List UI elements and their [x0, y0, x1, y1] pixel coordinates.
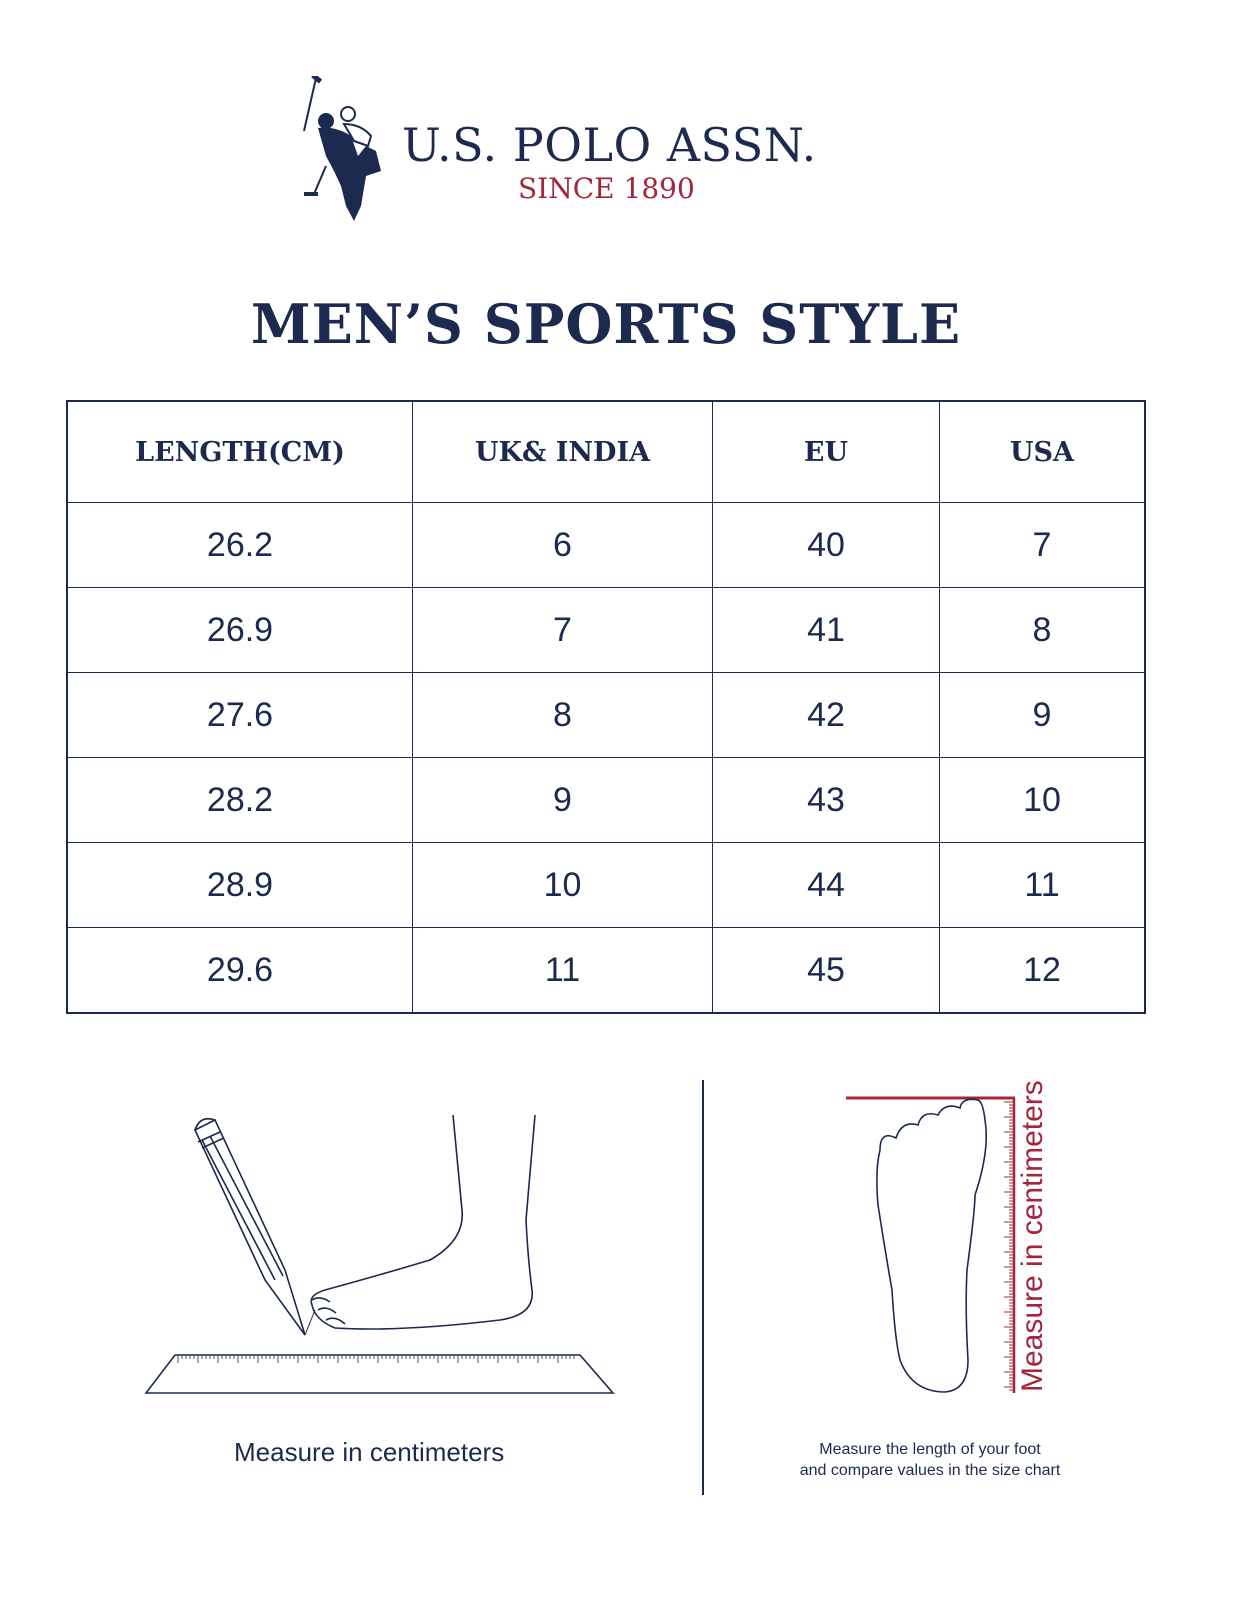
cell-length: 26.2	[66, 502, 413, 588]
page-title: MEN’S SPORTS STYLE	[250, 292, 962, 356]
cell-length: 29.6	[66, 927, 413, 1014]
cell-eu: 40	[712, 502, 940, 588]
table-row: 26.2 6 40 7	[66, 502, 1146, 588]
divider	[702, 1080, 704, 1495]
cell-eu: 41	[712, 587, 940, 673]
cell-length: 26.9	[66, 587, 413, 673]
table-row: 28.2 9 43 10	[66, 757, 1146, 843]
pencil-icon	[193, 1117, 306, 1336]
size-chart-table: LENGTH(CM) UK& INDIA EU USA 26.2 6 40 7 26.…	[66, 400, 1146, 1014]
cell-usa: 8	[939, 587, 1146, 673]
cell-uk-india: 8	[412, 672, 713, 758]
cell-eu: 44	[712, 842, 940, 928]
table-row: 28.9 10 44 11	[66, 842, 1146, 928]
header-uk-india: UK& INDIA	[412, 400, 713, 503]
foot-side-icon	[310, 1114, 536, 1330]
cell-uk-india: 10	[412, 842, 713, 928]
ruler-icon	[144, 1354, 615, 1394]
cell-length: 28.2	[66, 757, 413, 843]
cell-usa: 10	[939, 757, 1146, 843]
right-caption-line2: and compare values in the size chart	[799, 1462, 1061, 1479]
cell-uk-india: 6	[412, 502, 713, 588]
cell-uk-india: 11	[412, 927, 713, 1014]
table-header-row: LENGTH(CM) UK& INDIA EU USA	[66, 400, 1146, 503]
header-eu: EU	[712, 400, 940, 503]
polo-player-icon	[303, 76, 381, 221]
cell-usa: 9	[939, 672, 1146, 758]
table-row: 29.6 11 45 12	[66, 927, 1146, 1014]
header-length: LENGTH(CM)	[66, 400, 413, 503]
cell-eu: 42	[712, 672, 940, 758]
right-caption-line1: Measure the length of your foot	[819, 1441, 1041, 1458]
right-caption: Measure the length of your foot and comp…	[760, 1439, 1100, 1481]
table-row: 27.6 8 42 9	[66, 672, 1146, 758]
cell-uk-india: 7	[412, 587, 713, 673]
cell-usa: 12	[939, 927, 1146, 1014]
foot-measure-illustration	[144, 1114, 615, 1394]
foot-outline-illustration	[846, 1096, 1016, 1393]
header-usa: USA	[939, 400, 1146, 503]
cell-length: 27.6	[66, 672, 413, 758]
brand-name: U.S. POLO ASSN.	[402, 118, 817, 172]
cell-eu: 43	[712, 757, 940, 843]
foot-sole-icon	[876, 1098, 988, 1393]
brand-tagline: SINCE 1890	[518, 172, 695, 205]
vertical-measure-label: Measure in centimeters	[1016, 1080, 1049, 1392]
left-caption: Measure in centimeters	[234, 1437, 505, 1467]
table-row: 26.9 7 41 8	[66, 587, 1146, 673]
cell-eu: 45	[712, 927, 940, 1014]
cell-uk-india: 9	[412, 757, 713, 843]
cell-length: 28.9	[66, 842, 413, 928]
cell-usa: 11	[939, 842, 1146, 928]
cell-usa: 7	[939, 502, 1146, 588]
